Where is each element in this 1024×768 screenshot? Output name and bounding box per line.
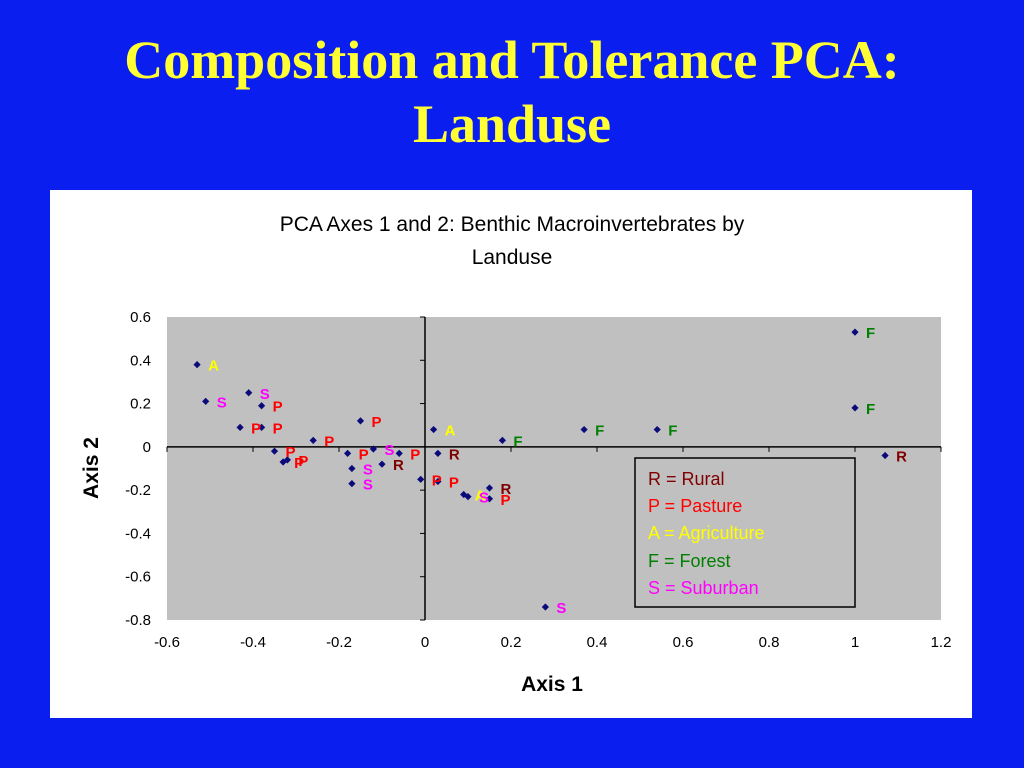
legend-box — [634, 457, 856, 608]
point-label: F — [866, 325, 875, 342]
point-label: P — [432, 472, 442, 489]
x-tick-label: -0.6 — [154, 634, 180, 651]
x-tick-label: 0.6 — [673, 634, 694, 651]
data-point — [434, 449, 442, 457]
point-label: S — [363, 462, 373, 479]
point-label: A — [445, 423, 456, 440]
point-label: P — [359, 446, 369, 463]
data-point — [485, 495, 494, 503]
chart-title-line-1: PCA Axes 1 and 2: Benthic Macroinvertebr… — [280, 213, 745, 236]
data-point — [541, 603, 549, 611]
point-label: P — [449, 474, 459, 491]
data-point — [378, 460, 386, 468]
chart-title-line-2: Landuse — [472, 246, 553, 269]
point-label: A — [208, 358, 219, 375]
point-label: P — [372, 414, 382, 431]
point-label: P — [251, 420, 261, 437]
point-label: F — [866, 401, 875, 418]
data-point — [369, 445, 377, 453]
scatter-chart: PCA Axes 1 and 2: Benthic Macroinvertebr… — [80, 213, 952, 696]
data-point — [417, 475, 425, 483]
point-label: R — [501, 481, 512, 498]
point-label: A — [475, 487, 486, 504]
chart-panel: PCA Axes 1 and 2: Benthic Macroinvertebr… — [50, 190, 972, 718]
legend-item-agriculture: A = Agriculture — [648, 523, 765, 543]
data-point — [270, 447, 279, 455]
legend-item-forest: F = Forest — [648, 551, 731, 571]
data-point — [580, 425, 588, 434]
data-point — [283, 456, 291, 464]
slide-title-line-1: Composition and Tolerance PCA: — [124, 30, 900, 90]
legend-item-pasture: P = Pasture — [648, 496, 742, 516]
data-point — [653, 425, 661, 434]
point-label: P — [273, 420, 283, 437]
data-point — [348, 480, 356, 488]
point-label: S — [384, 442, 394, 459]
point-label: R — [393, 457, 404, 474]
slide-title: Composition and Tolerance PCA: Landuse — [0, 28, 1024, 156]
point-label: R — [449, 446, 460, 463]
data-point — [245, 389, 253, 397]
y-tick-label: -0.6 — [125, 569, 151, 586]
x-tick-label: 0.2 — [501, 634, 522, 651]
data-point — [434, 477, 442, 486]
x-tick-label: 0 — [421, 634, 429, 651]
data-point — [430, 425, 438, 434]
legend-item-suburban: S = Suburban — [648, 578, 759, 598]
y-tick-label: 0.6 — [130, 309, 151, 326]
data-point — [498, 436, 506, 444]
x-tick-label: 0.4 — [587, 634, 608, 651]
y-axis-label: Axis 2 — [80, 437, 103, 499]
y-tick-label: 0.2 — [130, 396, 151, 413]
y-tick-label: 0.4 — [130, 352, 151, 369]
point-label: F — [595, 423, 604, 440]
point-label: S — [217, 394, 227, 411]
y-tick-label: -0.8 — [125, 612, 151, 629]
data-point — [395, 449, 403, 457]
data-point — [485, 484, 494, 492]
point-label: R — [896, 449, 907, 466]
data-point — [881, 451, 889, 460]
legend-item-rural: R = Rural — [648, 469, 725, 489]
point-label: P — [298, 453, 308, 470]
point-label: S — [556, 600, 566, 617]
y-tick-label: 0 — [143, 439, 151, 456]
y-tick-label: -0.4 — [125, 525, 151, 542]
slide-title-line-2: Landuse — [412, 94, 612, 154]
point-label: S — [363, 477, 373, 494]
point-label: P — [273, 399, 283, 416]
data-point — [344, 449, 352, 457]
x-tick-label: 1 — [851, 634, 859, 651]
point-label: P — [410, 446, 420, 463]
point-label: S — [260, 386, 270, 403]
point-label: P — [324, 433, 334, 450]
x-tick-label: -0.2 — [326, 634, 352, 651]
point-label: F — [513, 433, 522, 450]
x-tick-label: 1.2 — [931, 634, 952, 651]
data-point — [348, 464, 356, 473]
x-tick-label: -0.4 — [240, 634, 266, 651]
point-label: P — [286, 444, 296, 461]
point-label: F — [668, 423, 677, 440]
point-label: P — [294, 455, 304, 472]
x-axis-label: Axis 1 — [521, 673, 583, 696]
legend: R = Rural P = Pasture A = Agriculture F … — [634, 457, 856, 608]
x-tick-label: 0.8 — [759, 634, 780, 651]
y-tick-label: -0.2 — [125, 482, 151, 499]
point-label: P — [501, 492, 511, 509]
point-label: S — [479, 490, 489, 507]
data-point — [464, 493, 472, 501]
